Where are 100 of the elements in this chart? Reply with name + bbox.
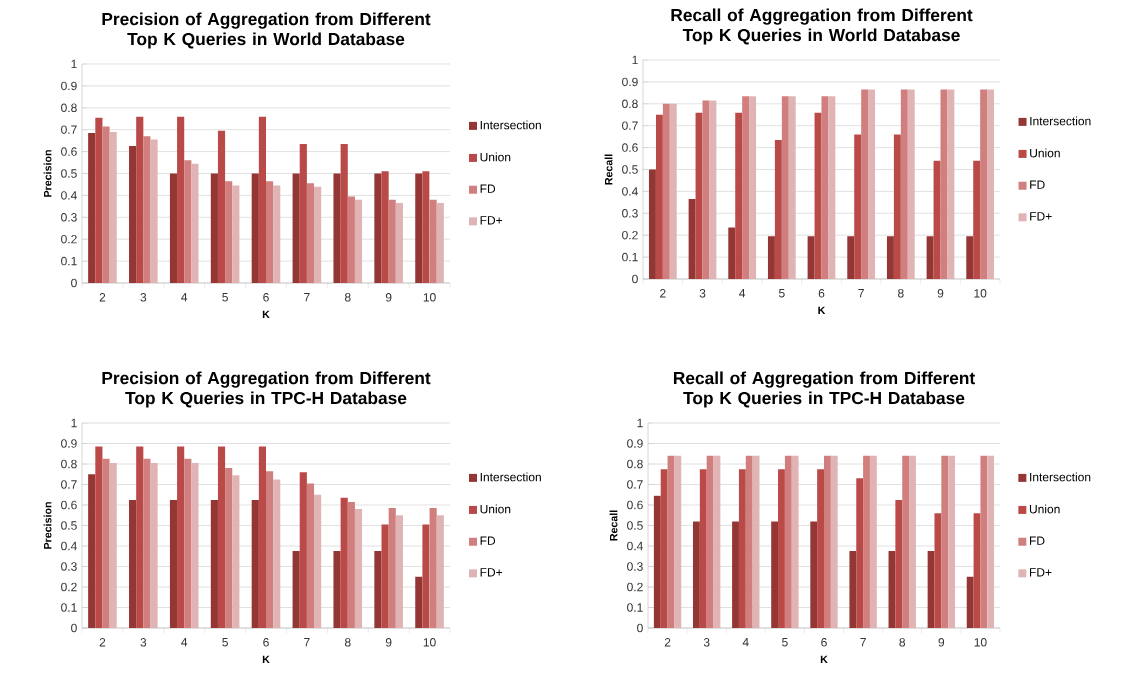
y-axis-title: Recall — [609, 510, 618, 541]
bar — [788, 96, 796, 279]
y-axis-title: Recall — [604, 154, 613, 185]
bar — [258, 116, 266, 283]
bar — [863, 455, 870, 628]
x-axis-title: K — [262, 310, 270, 319]
y-tick-label: 0 — [71, 623, 77, 633]
legend-label: Union — [1029, 504, 1060, 514]
y-tick-label: 0.2 — [622, 230, 638, 240]
x-tick-label: 3 — [699, 289, 706, 298]
x-tick-label: 5 — [782, 638, 788, 647]
bar — [886, 236, 894, 279]
x-tick-label: 10 — [423, 293, 436, 302]
bar — [232, 185, 240, 283]
bar — [653, 495, 661, 628]
bar — [191, 163, 199, 283]
bar — [940, 89, 948, 279]
bar — [150, 139, 158, 283]
x-tick-label: 8 — [899, 638, 906, 647]
legend-label: Intersection — [1030, 472, 1091, 482]
y-tick-label: 0.3 — [61, 562, 77, 571]
x-tick-label: 5 — [222, 638, 228, 647]
bar — [340, 497, 348, 628]
bar — [869, 455, 877, 628]
legend-label: FD+ — [1030, 212, 1052, 221]
bar — [856, 478, 864, 628]
bar — [109, 462, 117, 628]
legend-label: FD+ — [480, 216, 503, 225]
bar — [941, 455, 949, 628]
bar — [732, 521, 739, 628]
legend-label: FD — [480, 536, 496, 545]
legend-label: Intersection — [1030, 116, 1091, 126]
y-tick-label: 0 — [71, 278, 77, 288]
bar — [306, 183, 315, 283]
x-axis-title: K — [262, 655, 270, 664]
bar — [88, 474, 96, 628]
bar — [817, 469, 824, 628]
bar — [177, 446, 185, 628]
bar — [778, 469, 785, 628]
bar — [354, 199, 363, 283]
bar — [292, 551, 300, 628]
y-tick-label: 0.6 — [622, 143, 638, 152]
x-tick-label: 7 — [304, 638, 310, 647]
bar — [735, 112, 743, 279]
bar — [699, 469, 707, 628]
bar — [184, 160, 192, 283]
bar — [102, 458, 110, 628]
chart-title: Recall of Aggregation from Different Top K Queries in TPC-H Database — [673, 371, 975, 408]
x-tick-label: 7 — [304, 293, 310, 302]
y-tick-label: 0 — [632, 274, 638, 284]
y-tick-label: 0.4 — [61, 541, 77, 551]
bar — [893, 134, 901, 279]
y-tick-label: 0.9 — [61, 439, 77, 448]
bar — [907, 89, 915, 279]
y-tick-label: 0.3 — [627, 562, 643, 571]
bar — [900, 89, 908, 279]
x-tick-label: 6 — [263, 293, 269, 302]
bar — [225, 468, 233, 628]
y-tick-label: 0.4 — [622, 187, 638, 196]
bar — [102, 126, 110, 283]
bar — [861, 89, 869, 279]
bar — [136, 446, 144, 628]
bar — [314, 186, 322, 283]
x-axis-title: K — [820, 655, 828, 664]
y-tick-label: 0.8 — [61, 459, 77, 469]
y-tick-label: 1 — [632, 55, 638, 65]
bar — [381, 171, 389, 283]
bar — [436, 203, 444, 283]
y-tick-label: 0.6 — [61, 147, 77, 156]
bar — [292, 173, 300, 283]
x-tick-label: 4 — [181, 638, 188, 647]
y-tick-label: 0.1 — [622, 252, 638, 262]
bar — [191, 462, 199, 628]
bar — [980, 89, 988, 279]
y-tick-label: 0.3 — [61, 213, 77, 222]
legend-label: FD — [1029, 536, 1045, 545]
bar — [266, 471, 274, 628]
x-tick-label: 10 — [974, 638, 987, 647]
bar — [767, 236, 775, 279]
x-tick-label: 9 — [938, 638, 945, 647]
bar — [868, 89, 876, 279]
bar — [828, 96, 836, 279]
y-tick-label: 0.4 — [61, 191, 77, 200]
bar — [143, 136, 151, 283]
bar — [784, 455, 792, 628]
bar — [781, 96, 789, 279]
x-tick-label: 2 — [664, 638, 671, 647]
y-tick-label: 0.7 — [61, 125, 77, 134]
bar — [791, 455, 799, 628]
y-tick-label: 0.1 — [627, 603, 643, 612]
bar — [807, 236, 815, 279]
bar — [966, 576, 974, 628]
bar — [987, 455, 995, 628]
bar — [436, 515, 444, 628]
y-tick-label: 0.5 — [61, 169, 77, 178]
y-tick-label: 0.8 — [61, 103, 77, 113]
x-tick-label: 2 — [660, 289, 666, 298]
x-tick-label: 4 — [742, 638, 749, 647]
legend-label: Union — [480, 152, 511, 162]
bar — [374, 551, 382, 628]
